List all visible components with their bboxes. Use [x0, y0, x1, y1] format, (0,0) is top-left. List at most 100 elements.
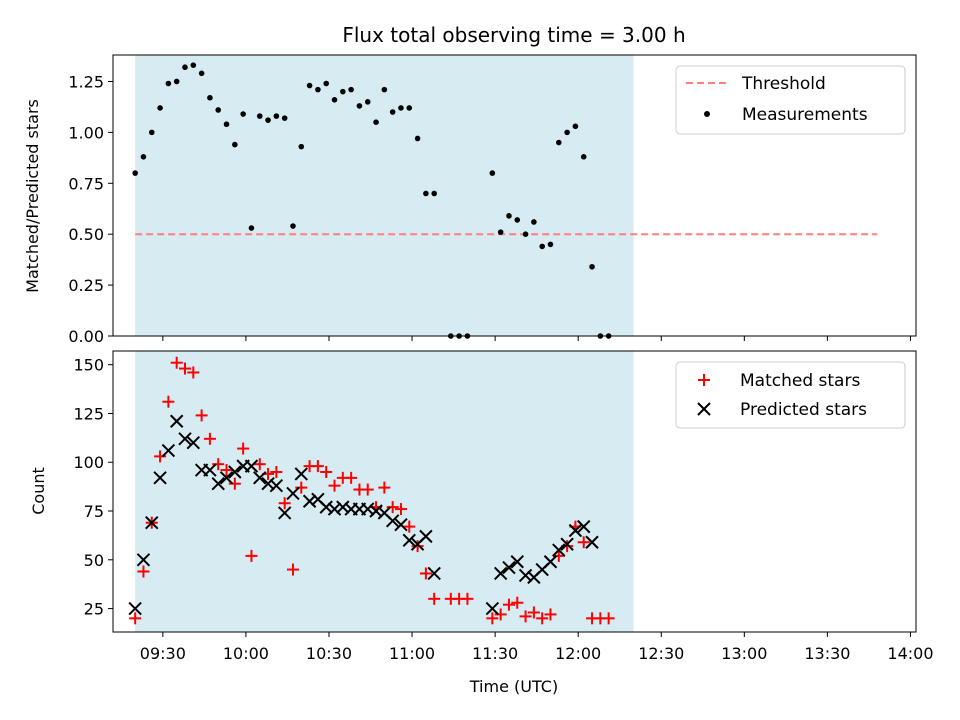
- chart-title: Flux total observing time = 3.00 h: [342, 23, 685, 47]
- predicted-point: [128, 601, 142, 616]
- measurement-point: [165, 80, 172, 87]
- measurement-point: [298, 143, 305, 150]
- predicted-point: [203, 463, 217, 477]
- measurement-point: [173, 78, 180, 85]
- bottom-xlabel: Time (UTC): [469, 677, 558, 696]
- predicted-point: [402, 533, 416, 547]
- top-ytick-label: 0.50: [68, 225, 104, 244]
- predicted-point: [145, 516, 159, 530]
- measurement-point: [364, 99, 371, 105]
- predicted-point: [286, 486, 300, 501]
- matched-point: [527, 606, 540, 619]
- bottom-xtick-label: 10:00: [223, 644, 269, 663]
- predicted-legend-marker: [697, 402, 711, 416]
- predicted-point: [244, 459, 259, 473]
- matched-point: [378, 481, 391, 494]
- bottom-ytick-label: 150: [73, 356, 104, 375]
- predicted-point: [136, 553, 151, 567]
- predicted-point: [369, 504, 383, 518]
- measurement-point: [522, 231, 529, 237]
- predicted-point: [361, 502, 375, 516]
- matched-point: [494, 608, 507, 621]
- matched-point: [386, 501, 399, 514]
- top-shaded-span: [135, 55, 634, 336]
- measurement-point: [140, 154, 147, 160]
- measurement-point: [398, 105, 404, 111]
- matched-point: [486, 612, 499, 625]
- matched-point: [212, 458, 225, 471]
- top-ytick-label: 0.25: [68, 276, 104, 295]
- measurement-point: [315, 86, 321, 93]
- measurement-point: [256, 113, 263, 119]
- predicted-point: [585, 535, 599, 549]
- matched-point: [178, 362, 191, 375]
- matched-point: [270, 465, 283, 478]
- measurement-point: [514, 217, 521, 223]
- matched-point: [577, 536, 590, 549]
- matched-point: [552, 549, 565, 562]
- measurement-point: [323, 80, 330, 87]
- predicted-point: [568, 523, 583, 538]
- measurement-point: [497, 229, 504, 235]
- measurement-point: [248, 225, 255, 231]
- predicted-point: [261, 476, 275, 491]
- predicted-point: [228, 465, 242, 479]
- top-legend: Threshold Measurements: [675, 65, 906, 135]
- matched-point: [195, 409, 208, 422]
- predicted-legend-label: Predicted stars: [740, 400, 867, 420]
- matched-point: [544, 608, 557, 621]
- matched-point: [253, 458, 266, 471]
- measurement-point: [572, 123, 579, 130]
- measurement-point: [489, 170, 496, 176]
- measurement-point: [190, 62, 197, 68]
- measurement-point: [564, 129, 570, 136]
- matched-point: [419, 567, 432, 580]
- measurements-legend-marker: [704, 111, 710, 117]
- matched-point: [394, 503, 407, 516]
- measurement-point: [340, 88, 346, 95]
- predicted-point: [560, 537, 574, 551]
- matched-point: [428, 592, 441, 605]
- measurement-point: [265, 117, 271, 123]
- measurement-point: [290, 223, 296, 229]
- predicted-point: [302, 494, 317, 508]
- measurement-point: [539, 243, 545, 250]
- bottom-xtick-label: 09:30: [140, 644, 186, 663]
- matched-point: [295, 481, 308, 494]
- matched-point: [278, 497, 291, 510]
- predicted-point: [427, 566, 441, 581]
- matched-point: [345, 471, 358, 484]
- predicted-point: [186, 436, 201, 450]
- matched-point: [328, 479, 341, 492]
- measurement-point: [531, 219, 537, 225]
- matched-point: [237, 442, 250, 455]
- bottom-xtick-label: 10:30: [306, 644, 352, 663]
- bottom-xtick-label: 13:00: [721, 644, 767, 663]
- bottom-axes-frame: [112, 350, 917, 633]
- predicted-point: [419, 529, 433, 544]
- predicted-point: [552, 543, 566, 557]
- measurement-point: [132, 170, 138, 176]
- bottom-ytick-label: 75: [84, 502, 104, 521]
- bottom-ytick-label: 125: [73, 404, 104, 423]
- measurement-point: [207, 94, 213, 101]
- measurement-point: [348, 86, 354, 93]
- measurement-point: [414, 135, 421, 142]
- top-axes-frame: [112, 54, 917, 337]
- predicted-point: [577, 519, 591, 534]
- measurements-legend-label: Measurements: [742, 105, 868, 125]
- measurement-point: [273, 113, 280, 119]
- matched-point: [162, 395, 175, 408]
- matched-point: [411, 540, 424, 553]
- predicted-point: [294, 467, 308, 481]
- matched-point: [519, 610, 532, 623]
- measurement-point: [198, 70, 205, 77]
- bottom-xtick-label: 12:00: [555, 644, 601, 663]
- bottom-xtick-label: 11:00: [389, 644, 435, 663]
- matched-point: [137, 565, 150, 578]
- bottom-ytick-label: 100: [73, 453, 104, 472]
- predicted-point: [327, 502, 342, 516]
- measurement-point: [431, 190, 438, 197]
- matched-point: [311, 460, 324, 473]
